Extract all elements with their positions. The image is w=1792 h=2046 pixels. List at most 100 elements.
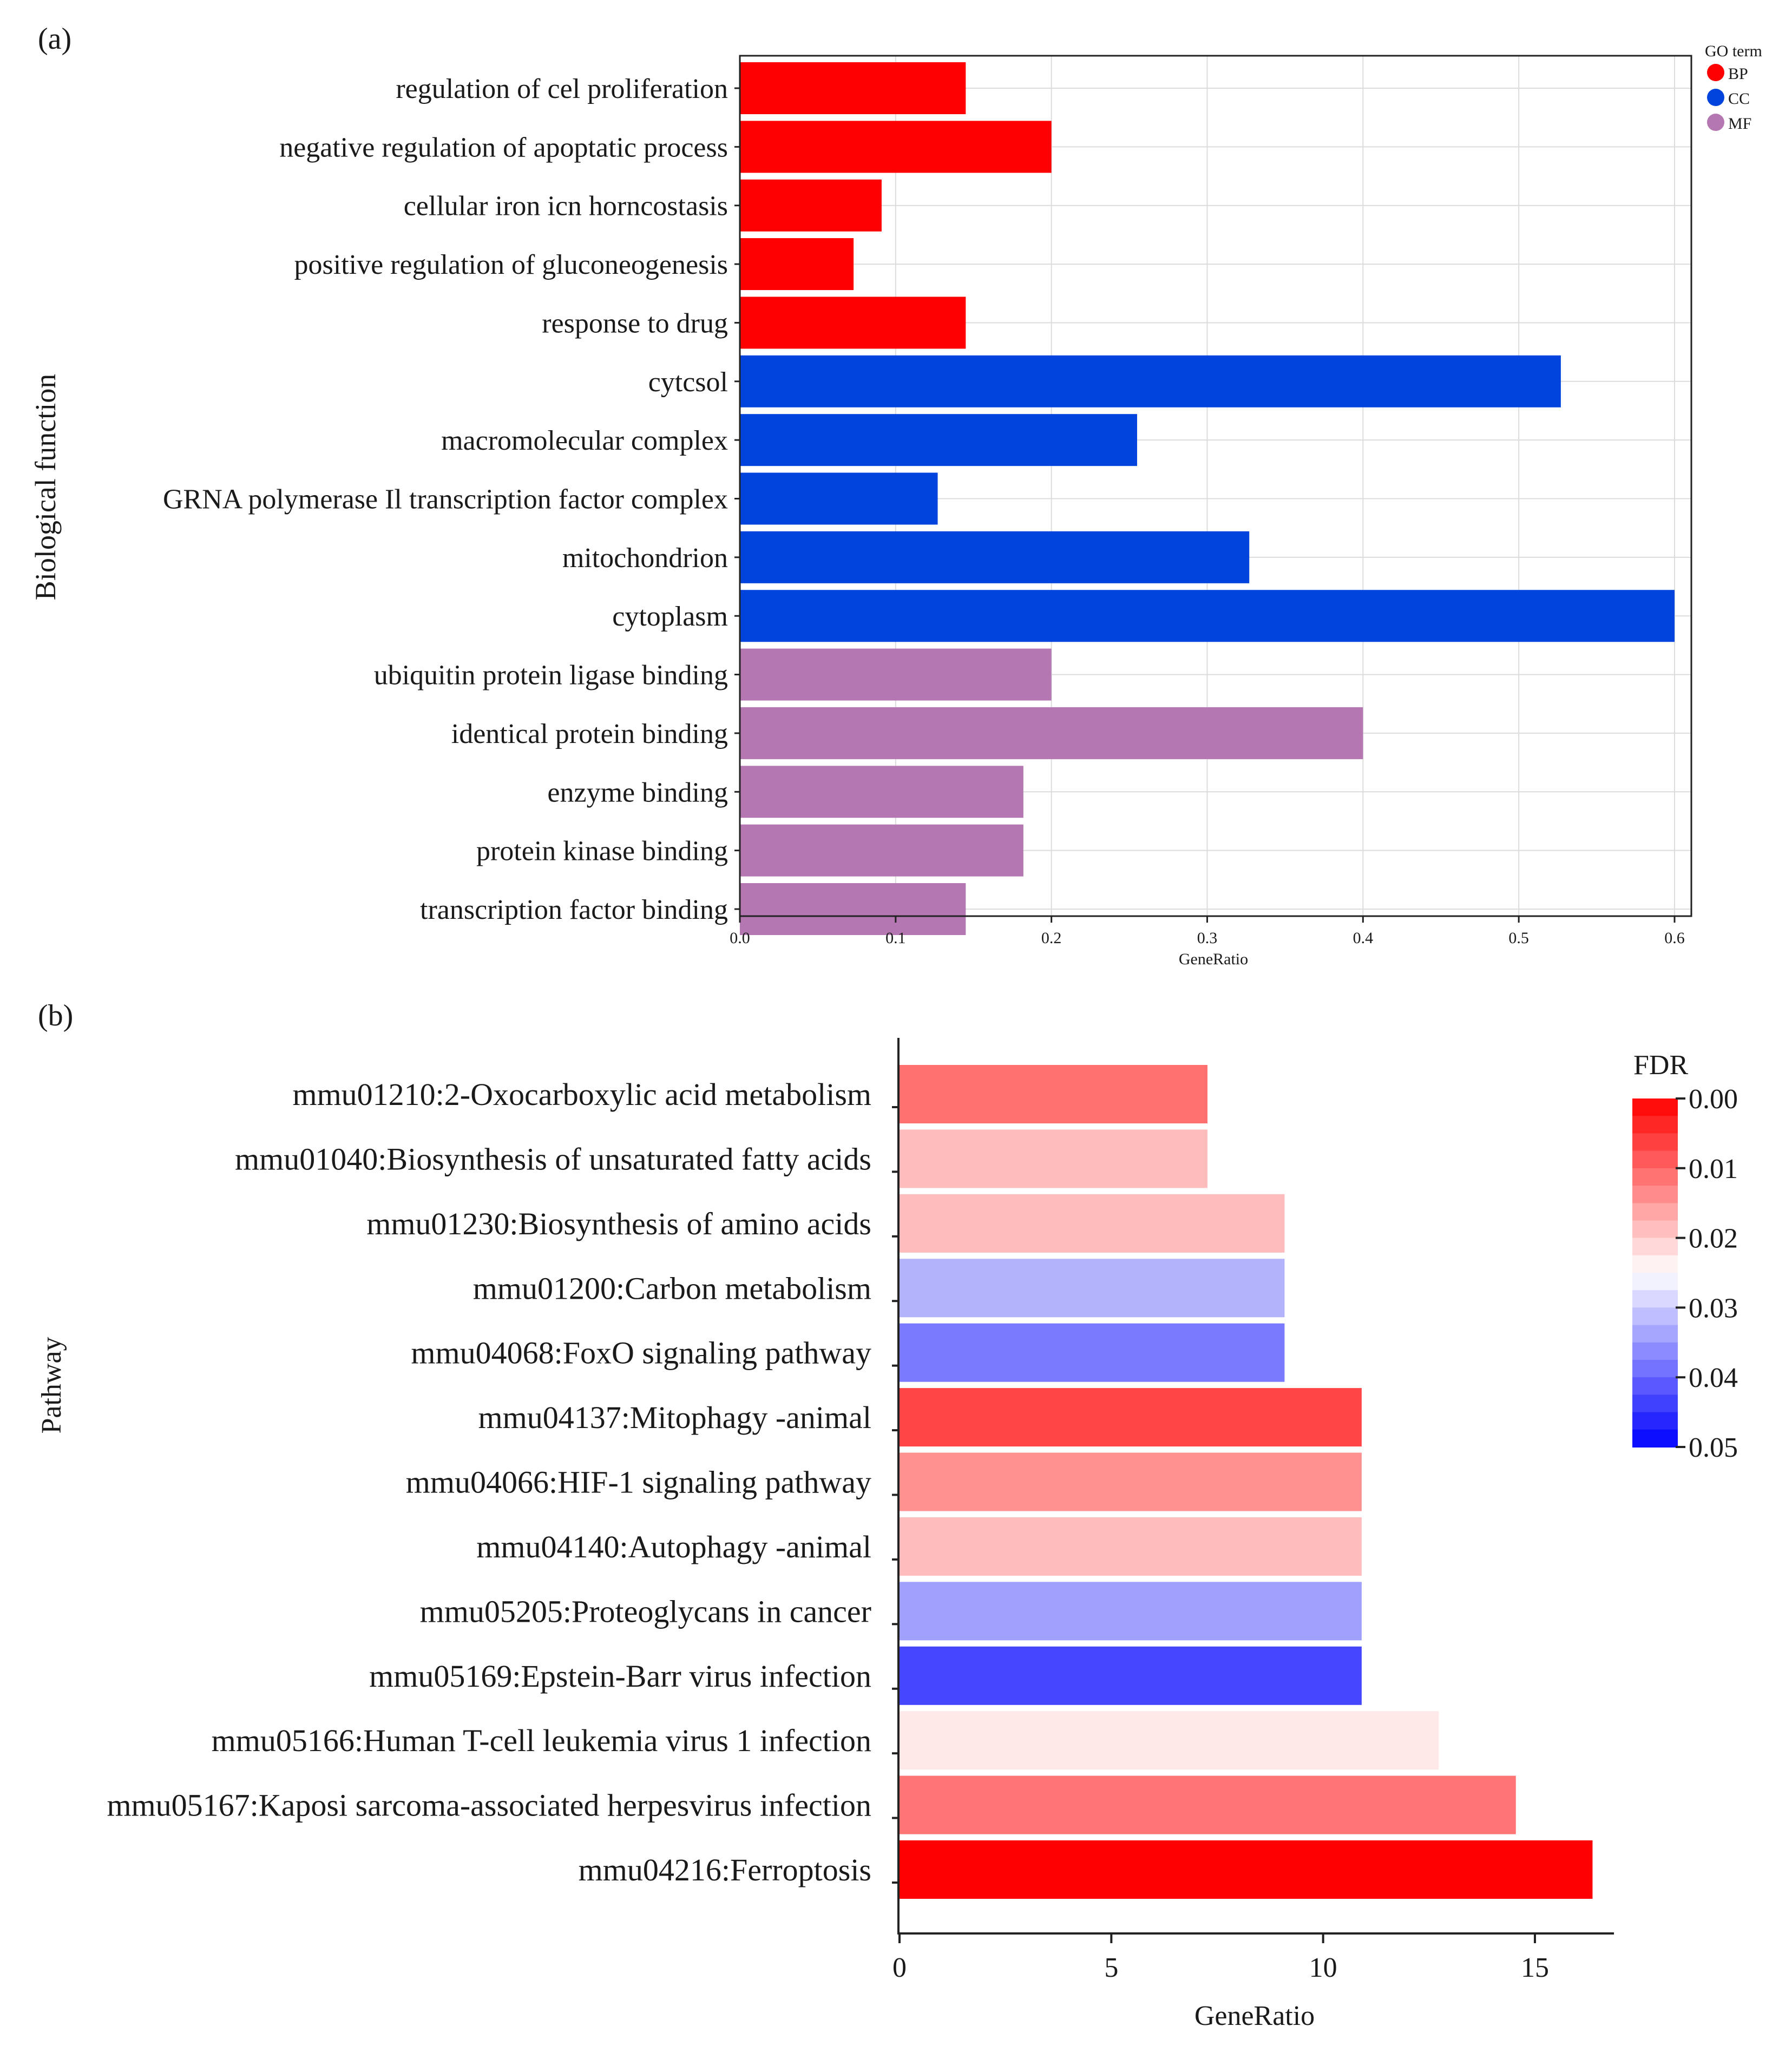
panel-a-category-label: ubiquitin protein ligase binding xyxy=(374,660,728,691)
panel-b-colorbar-step xyxy=(1632,1325,1678,1343)
panel-a-xtick-label: 0.2 xyxy=(1041,929,1062,947)
panel-a-category-label: cytoplasm xyxy=(612,601,728,632)
panel-b-bar xyxy=(900,1452,1362,1511)
panel-a-legend-label: BP xyxy=(1728,65,1748,83)
panel-a-category-label: negative regulation of apoptatic process xyxy=(279,132,728,163)
panel-a-xtick-label: 0.4 xyxy=(1353,929,1374,947)
panel-b-y-axis-title: Pathway xyxy=(36,1337,67,1433)
panel-b-colorbar-step xyxy=(1632,1394,1678,1413)
panel-b-colorbar-step xyxy=(1632,1098,1678,1117)
panel-b-colorbar-label: 0.04 xyxy=(1689,1363,1738,1393)
panel-a-bar xyxy=(740,824,1023,877)
panel-b-bar xyxy=(900,1065,1207,1123)
panel-a-label: (a) xyxy=(38,22,71,56)
panel-a-legend-label: CC xyxy=(1728,90,1750,108)
panel-b-colorbar-step xyxy=(1632,1186,1678,1204)
panel-a-bars xyxy=(740,62,1675,935)
panel-b-category-label: mmu01200:Carbon metabolism xyxy=(473,1271,871,1306)
panel-a-bar xyxy=(740,355,1561,407)
panel-a-bar xyxy=(740,883,966,935)
panel-a-category-label: macromolecular complex xyxy=(441,425,728,456)
panel-b-colorbar-step xyxy=(1632,1429,1678,1448)
panel-a-bar xyxy=(740,297,966,349)
panel-b-y-ticks: mmu01210:2-Oxocarboxylic acid metabolism… xyxy=(107,1077,898,1887)
panel-b-bar xyxy=(900,1194,1285,1253)
panel-a-bar xyxy=(740,62,966,114)
panel-b-bar xyxy=(900,1259,1285,1318)
panel-b-bar xyxy=(900,1775,1516,1834)
panel-b-xtick-label: 15 xyxy=(1521,1952,1549,1983)
panel-b-xtick-label: 0 xyxy=(892,1952,907,1983)
panel-a-bar xyxy=(740,121,1052,173)
panel-a-y-ticks: regulation of cel proliferation negative … xyxy=(163,74,740,925)
panel-b-bar xyxy=(900,1388,1362,1447)
panel-b-x-axis-title: GeneRatio xyxy=(1194,2001,1315,2031)
panel-b-colorbar-step xyxy=(1632,1377,1678,1396)
panel-a-bar xyxy=(740,179,882,232)
panel-a-go-bar-chart: (a) regulation of cel proliferation negat… xyxy=(29,22,1762,968)
panel-a-plot-frame xyxy=(739,55,1692,917)
panel-a-legend-label: MF xyxy=(1728,115,1751,133)
panel-a-category-label: transcription factor binding xyxy=(420,894,728,925)
panel-a-category-label: response to drug xyxy=(542,308,728,339)
panel-b-colorbar-title: FDR xyxy=(1633,1050,1688,1081)
panel-b-colorbar-label: 0.00 xyxy=(1689,1084,1738,1115)
panel-b-category-label: mmu04068:FoxO signaling pathway xyxy=(411,1336,871,1371)
panel-a-category-label: regulation of cel proliferation xyxy=(396,74,728,104)
panel-a-bar xyxy=(740,590,1675,642)
panel-b-colorbar-label: 0.05 xyxy=(1689,1432,1738,1463)
panel-b-bar xyxy=(900,1517,1362,1576)
panel-b-colorbar-step xyxy=(1632,1412,1678,1430)
panel-b-colorbar-step xyxy=(1632,1150,1678,1169)
panel-b-bar xyxy=(900,1323,1285,1382)
panel-a-category-label: cytcsol xyxy=(648,367,728,398)
panel-a-category-label: mitochondrion xyxy=(562,543,728,574)
panel-b-kegg-bar-chart: (b) mmu01210:2-Oxocarboxylic acid metabo… xyxy=(36,999,1738,2031)
panel-a-category-label: GRNA polymerase Il transcription factor … xyxy=(163,484,728,515)
panel-b-category-label: mmu05167:Kaposi sarcoma-associated herpe… xyxy=(107,1788,871,1823)
panel-b-category-label: mmu05166:Human T-cell leukemia virus 1 i… xyxy=(212,1723,871,1758)
panel-a-x-ticks: 0.0 0.1 0.2 0.3 0.4 0.5 0.6 xyxy=(730,916,1685,947)
panel-a-xtick-label: 0.1 xyxy=(885,929,906,947)
panel-a-bar xyxy=(740,648,1052,701)
panel-a-xtick-label: 0.6 xyxy=(1664,929,1685,947)
panel-b-colorbar-step xyxy=(1632,1290,1678,1308)
panel-a-bar xyxy=(740,531,1250,583)
panel-b-colorbar-label: 0.02 xyxy=(1689,1223,1738,1254)
panel-b-colorbar-label: 0.03 xyxy=(1689,1293,1738,1324)
panel-a-category-label: identical protein binding xyxy=(451,719,728,749)
panel-a-legend-title: GO term xyxy=(1705,42,1762,60)
panel-b-category-label: mmu05169:Epstein-Barr virus infection xyxy=(369,1659,871,1694)
panel-a-bar xyxy=(740,472,938,525)
panel-b-xtick-label: 10 xyxy=(1309,1952,1337,1983)
panel-b-colorbar-step xyxy=(1632,1238,1678,1256)
panel-a-xtick-label: 0.3 xyxy=(1197,929,1218,947)
panel-a-legend: GO term BP CC MF xyxy=(1705,42,1762,133)
panel-a-category-label: cellular iron icn horncostasis xyxy=(404,191,728,222)
panel-a-category-label: protein kinase binding xyxy=(476,836,728,867)
panel-b-colorbar-step xyxy=(1632,1203,1678,1221)
panel-b-category-label: mmu04137:Mitophagy -animal xyxy=(478,1400,871,1435)
panel-a-y-axis-title: Biological function xyxy=(29,374,62,600)
panel-b-colorbar-step xyxy=(1632,1273,1678,1291)
panel-a-legend-swatch xyxy=(1707,64,1724,81)
panel-a-legend-swatch xyxy=(1707,114,1724,131)
panel-b-category-label: mmu05205:Proteoglycans in cancer xyxy=(420,1594,871,1629)
panel-a-legend-swatch xyxy=(1707,89,1724,106)
panel-a-bar xyxy=(740,766,1023,818)
panel-a-category-label: enzyme binding xyxy=(547,777,728,808)
panel-b-category-label: mmu01040:Biosynthesis of unsaturated fat… xyxy=(235,1141,871,1176)
panel-a-category-label: positive regulation of gluconeogenesis xyxy=(294,249,728,280)
panel-b-colorbar-label: 0.01 xyxy=(1689,1154,1738,1185)
panel-b-label: (b) xyxy=(38,999,73,1032)
panel-b-colorbar-step xyxy=(1632,1116,1678,1134)
panel-b-x-ticks: 0 5 10 15 xyxy=(892,1933,1549,1983)
panel-b-colorbar-step xyxy=(1632,1133,1678,1152)
panel-a-xtick-label: 0.0 xyxy=(730,929,750,947)
panel-b-fdr-colorbar: FDR 0.00 0.01 0.02 0.03 0.04 0.05 xyxy=(1632,1050,1738,1463)
panel-a-bar xyxy=(740,414,1137,466)
panel-b-bar xyxy=(900,1582,1362,1641)
panel-b-category-label: mmu04066:HIF-1 signaling pathway xyxy=(406,1465,871,1500)
panel-a-x-axis-title: GeneRatio xyxy=(1179,950,1248,968)
panel-b-xtick-label: 5 xyxy=(1104,1952,1118,1983)
